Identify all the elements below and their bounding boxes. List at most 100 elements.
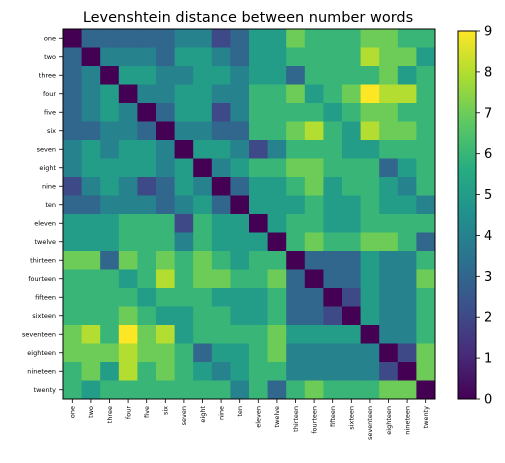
heatmap-cell xyxy=(174,140,194,159)
heatmap-cell xyxy=(81,306,101,326)
heatmap-cell xyxy=(81,214,101,233)
heatmap-cell xyxy=(304,380,324,400)
heatmap-cell xyxy=(137,232,157,252)
heatmap-cell xyxy=(323,177,343,196)
chart-title: Levenshtein distance between number word… xyxy=(83,10,413,26)
colorbar-tick-label: 0 xyxy=(484,393,492,408)
heatmap-cell xyxy=(156,103,175,122)
heatmap-cell xyxy=(323,29,343,48)
heatmap-cell xyxy=(100,343,120,363)
y-tick-label: thirteen xyxy=(30,257,56,265)
heatmap-cell xyxy=(249,362,268,381)
heatmap-cell xyxy=(342,140,361,159)
colorbar-tick-label: 2 xyxy=(484,311,492,326)
y-tick-label: twelve xyxy=(34,238,56,246)
heatmap-cell xyxy=(416,362,436,381)
heatmap-cell xyxy=(286,232,306,252)
heatmap-cell xyxy=(397,306,417,326)
colorbar-tick-label: 7 xyxy=(484,106,492,121)
heatmap-cell xyxy=(211,288,231,307)
heatmap-cell xyxy=(81,362,101,381)
heatmap-cell xyxy=(137,288,157,307)
heatmap-cell xyxy=(286,140,306,159)
heatmap-cell xyxy=(137,251,157,270)
heatmap-cell xyxy=(304,325,324,344)
x-tick-label: five xyxy=(143,406,151,418)
y-tick-label: twenty xyxy=(34,386,57,394)
heatmap-cell xyxy=(286,103,306,122)
heatmap-cell xyxy=(63,214,82,233)
heatmap-cell xyxy=(416,325,436,344)
heatmap-cell xyxy=(379,195,399,215)
heatmap-cell xyxy=(323,288,343,307)
heatmap-cell xyxy=(267,140,287,159)
heatmap-cell xyxy=(397,177,417,196)
heatmap-cell xyxy=(249,214,268,233)
heatmap-cell xyxy=(81,29,101,48)
heatmap-cell xyxy=(193,84,213,104)
heatmap-cell xyxy=(323,380,343,400)
heatmap-cell xyxy=(267,362,287,381)
heatmap-cell xyxy=(304,66,324,85)
heatmap-cell xyxy=(174,380,194,400)
heatmap-cell xyxy=(286,214,306,233)
colorbar-tick-label: 1 xyxy=(484,352,492,367)
heatmap-cell xyxy=(193,140,213,159)
heatmap-cell xyxy=(211,47,231,67)
heatmap-cell xyxy=(230,325,250,344)
heatmap-cell xyxy=(137,66,157,85)
y-tick-label: nineteen xyxy=(27,368,56,376)
heatmap-cell xyxy=(63,84,82,104)
heatmap-cell xyxy=(267,195,287,215)
heatmap-cell xyxy=(397,47,417,67)
x-tick-label: fifteen xyxy=(329,406,337,427)
x-tick-label: six xyxy=(162,406,170,415)
heatmap-cell xyxy=(249,269,268,289)
heatmap-cell xyxy=(193,177,213,196)
heatmap-cell xyxy=(174,103,194,122)
heatmap-cell xyxy=(323,103,343,122)
colorbar-tick-label: 3 xyxy=(484,270,492,285)
y-tick-label: fourteen xyxy=(28,275,56,283)
x-tick-label: nine xyxy=(217,406,225,420)
heatmap-cell xyxy=(230,362,250,381)
heatmap-cell xyxy=(118,121,138,141)
heatmap-cell xyxy=(360,362,380,381)
x-tick-label: eight xyxy=(199,406,207,423)
heatmap-cell xyxy=(193,251,213,270)
heatmap-cell xyxy=(63,325,82,344)
heatmap-cell xyxy=(211,195,231,215)
heatmap-cell xyxy=(360,84,380,104)
heatmap-cell xyxy=(342,362,361,381)
heatmap-cell xyxy=(397,380,417,400)
heatmap-cell xyxy=(230,232,250,252)
heatmap-cell xyxy=(249,306,268,326)
heatmap-cell xyxy=(81,269,101,289)
heatmap-cell xyxy=(379,343,399,363)
heatmap-cell xyxy=(360,47,380,67)
heatmap-cell xyxy=(323,158,343,178)
heatmap-cell xyxy=(416,177,436,196)
heatmap-cell xyxy=(360,380,380,400)
heatmap-cell xyxy=(193,29,213,48)
heatmap-cell xyxy=(286,380,306,400)
heatmap-cell xyxy=(249,29,268,48)
heatmap-cell xyxy=(156,29,175,48)
heatmap-cell xyxy=(211,214,231,233)
heatmap-cell xyxy=(193,103,213,122)
colorbar-tick-label: 9 xyxy=(484,25,492,40)
heatmap-cell xyxy=(323,232,343,252)
heatmap-cell xyxy=(156,288,175,307)
heatmap-cell xyxy=(379,362,399,381)
heatmap-cell xyxy=(118,84,138,104)
heatmap-cell xyxy=(193,66,213,85)
heatmap-cell xyxy=(137,325,157,344)
heatmap-cell xyxy=(81,195,101,215)
heatmap-cell xyxy=(379,288,399,307)
heatmap-cell xyxy=(63,232,82,252)
heatmap-cell xyxy=(81,140,101,159)
heatmap-cell xyxy=(137,306,157,326)
heatmap-cell xyxy=(416,66,436,85)
heatmap-cell xyxy=(81,158,101,178)
heatmap-cell xyxy=(156,214,175,233)
